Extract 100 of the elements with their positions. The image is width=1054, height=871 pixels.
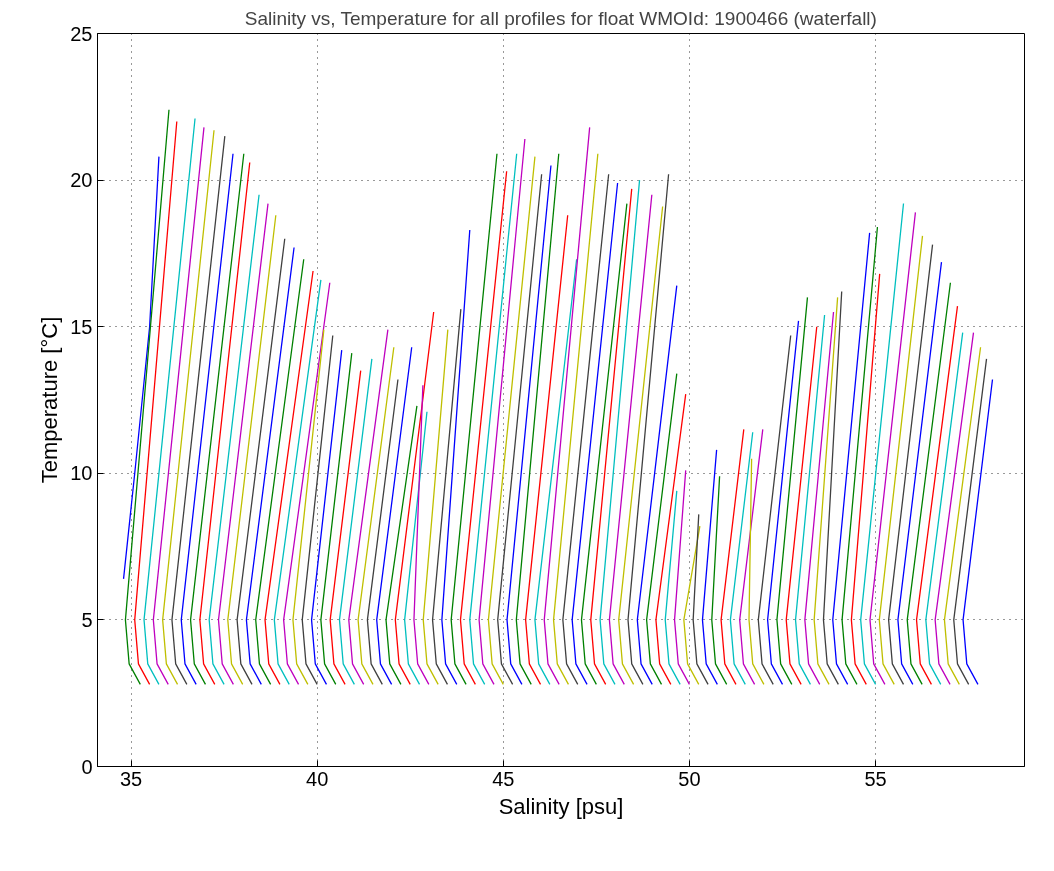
line-series: [376, 346, 413, 686]
line-series: [478, 138, 526, 686]
line-series: [459, 170, 508, 686]
y-tick-label: 25: [70, 22, 93, 45]
line-series: [301, 334, 334, 686]
y-tick-label: 5: [81, 608, 93, 631]
line-series: [692, 513, 709, 686]
x-tick-label: 50: [678, 767, 701, 790]
line-series: [366, 378, 399, 686]
line-series: [552, 153, 599, 686]
line-series: [943, 346, 982, 686]
line-series: [357, 346, 395, 686]
line-series: [180, 153, 234, 686]
y-tick-label: 20: [70, 169, 93, 192]
line-series: [766, 320, 800, 686]
y-tick-label: 0: [81, 755, 93, 778]
line-series: [199, 161, 251, 686]
line-series: [748, 457, 765, 686]
line-series: [804, 311, 835, 686]
line-series: [832, 232, 871, 686]
line-series: [962, 378, 994, 686]
line-series: [822, 290, 843, 686]
line-series: [310, 349, 343, 686]
line-series: [580, 202, 628, 686]
line-series: [785, 326, 818, 686]
line-series: [850, 273, 881, 686]
line-series: [122, 155, 160, 580]
line-series: [757, 334, 792, 686]
line-series: [497, 173, 543, 686]
line-series: [599, 179, 641, 686]
chart-title: Salinity vs, Temperature for all profiles for float WMOId: 1900466 (waterfall): [244, 7, 877, 29]
line-series: [348, 328, 389, 686]
line-series: [245, 246, 295, 686]
line-series: [776, 296, 809, 686]
line-series: [208, 194, 260, 686]
line-series: [934, 331, 975, 686]
line-series: [189, 153, 245, 686]
line-series: [720, 428, 745, 686]
line-series: [683, 525, 701, 686]
line-series: [413, 384, 430, 686]
line-series: [292, 328, 325, 686]
line-series: [655, 393, 687, 686]
x-tick-label: 40: [306, 767, 329, 790]
x-tick-label: 35: [119, 767, 143, 790]
line-series: [627, 173, 670, 686]
line-series: [618, 205, 664, 686]
line-series: [878, 235, 924, 686]
line-series: [524, 214, 569, 686]
line-series: [701, 449, 719, 686]
line-series: [925, 331, 964, 686]
line-series: [860, 202, 905, 686]
line-series: [441, 229, 471, 686]
line-series: [711, 475, 728, 686]
line-series: [664, 490, 681, 686]
y-tick-label: 15: [70, 315, 93, 338]
line-series: [953, 358, 988, 686]
line-series: [729, 431, 754, 686]
line-series: [217, 202, 269, 686]
line-series: [515, 153, 560, 686]
y-axis-title: Temperature [°C]: [37, 316, 63, 484]
line-series: [841, 226, 879, 686]
line-series: [487, 155, 536, 686]
line-series: [794, 314, 826, 686]
line-series: [338, 358, 373, 686]
x-axis-title: Salinity [psu]: [498, 793, 624, 819]
line-series: [152, 126, 205, 686]
line-series: [534, 258, 578, 686]
line-series: [264, 270, 314, 686]
line-series: [162, 129, 215, 686]
line-series: [171, 135, 226, 686]
line-series: [403, 411, 428, 686]
line-series: [813, 296, 839, 686]
line-series: [273, 279, 322, 686]
line-series: [608, 194, 653, 686]
line-series: [887, 243, 934, 686]
line-series: [255, 258, 305, 686]
line-series: [124, 109, 170, 686]
x-tick-label: 55: [864, 767, 887, 790]
line-series: [543, 126, 591, 686]
line-series: [897, 261, 943, 686]
line-series: [506, 164, 552, 686]
line-series: [739, 428, 764, 686]
line-series: [422, 328, 449, 686]
line-series: [134, 120, 178, 686]
line-series: [320, 352, 353, 686]
line-series: [645, 372, 678, 686]
line-series: [236, 238, 286, 686]
line-series: [906, 282, 952, 686]
line-series: [562, 173, 610, 686]
line-series: [571, 182, 619, 686]
line-series: [673, 469, 691, 686]
line-series: [329, 370, 362, 686]
line-series: [143, 117, 196, 686]
line-series: [915, 305, 959, 686]
line-series: [282, 282, 331, 686]
line-series: [394, 311, 435, 686]
line-series: [431, 308, 462, 686]
line-series: [450, 153, 498, 686]
line-series: [636, 285, 678, 686]
line-series: [590, 188, 633, 686]
